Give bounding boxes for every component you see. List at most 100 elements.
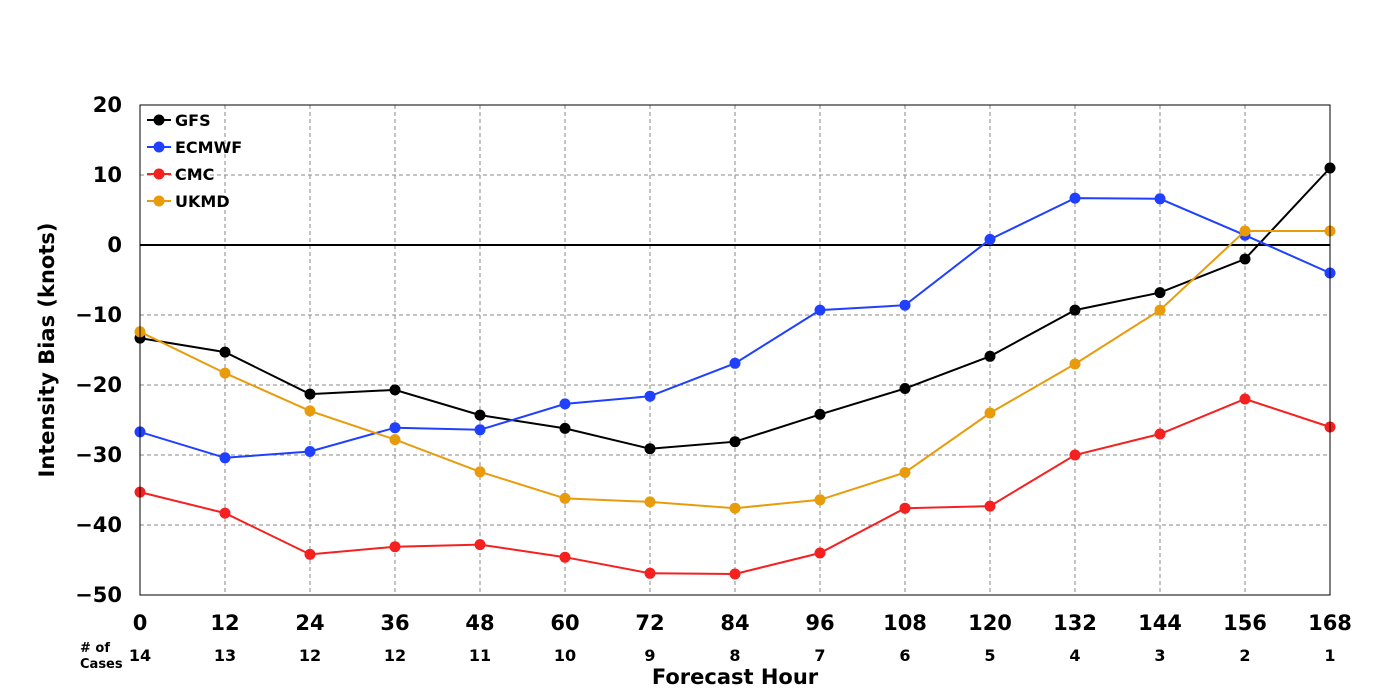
y-tick-label: 20 <box>93 93 122 117</box>
data-point <box>1154 287 1166 299</box>
data-point <box>304 446 316 457</box>
series-ukmd <box>134 225 1336 514</box>
data-point <box>814 304 826 316</box>
x-tick-label: 144 <box>1138 611 1182 635</box>
data-point <box>984 500 996 512</box>
data-point <box>1154 193 1166 205</box>
case-count: 12 <box>299 646 321 665</box>
legend-label: GFS <box>175 111 211 130</box>
cases-label-line1: # of <box>80 641 110 656</box>
case-count: 5 <box>984 646 995 665</box>
data-point <box>304 388 316 400</box>
data-point <box>474 424 486 436</box>
data-point <box>814 494 826 506</box>
case-count: 13 <box>214 646 236 665</box>
data-point <box>559 398 571 410</box>
data-point <box>219 507 231 519</box>
series-layer <box>134 162 1336 580</box>
legend: GFS ECMWF CMC UKMD <box>147 111 242 211</box>
data-point <box>1239 393 1251 405</box>
case-count: 10 <box>554 646 576 665</box>
legend-marker <box>153 141 165 153</box>
case-count: 1 <box>1324 646 1335 665</box>
data-point <box>304 405 316 417</box>
data-point <box>644 390 656 402</box>
data-point <box>1239 225 1251 237</box>
data-point <box>1069 192 1081 204</box>
data-point <box>644 567 656 579</box>
case-count: 4 <box>1069 646 1080 665</box>
x-tick-label: 48 <box>465 611 494 635</box>
x-tick-label: 96 <box>805 611 834 635</box>
data-point <box>1069 358 1081 370</box>
case-count: 6 <box>899 646 910 665</box>
y-tick-label: 10 <box>93 163 122 187</box>
x-tick-label: 168 <box>1308 611 1352 635</box>
data-point <box>559 422 571 434</box>
cases-label-line2: Cases <box>80 657 123 672</box>
y-tick-label: 0 <box>107 233 122 257</box>
data-point <box>474 539 486 551</box>
y-axis-label: Intensity Bias (knots) <box>35 223 59 478</box>
case-count: 14 <box>129 646 151 665</box>
data-point <box>899 299 911 311</box>
data-point <box>729 568 741 580</box>
data-point <box>644 496 656 508</box>
case-count: 2 <box>1239 646 1250 665</box>
data-point <box>389 541 401 553</box>
case-count: 7 <box>814 646 825 665</box>
plot-frame <box>139 104 1331 596</box>
y-tick-label: −20 <box>75 373 122 397</box>
legend-label: ECMWF <box>175 138 242 157</box>
grid-lines <box>140 105 1330 595</box>
data-point <box>304 548 316 560</box>
x-tick-labels: 0 12 24 36 48 60 72 84 96 108 120 132 144 156 168 <box>133 611 1352 635</box>
series-line <box>139 230 1330 510</box>
legend-marker <box>153 195 165 207</box>
x-tick-label: 108 <box>883 611 927 635</box>
x-tick-label: 0 <box>133 611 148 635</box>
data-point <box>984 233 996 245</box>
x-tick-label: 132 <box>1053 611 1097 635</box>
data-point <box>474 409 486 421</box>
case-count: 11 <box>469 646 491 665</box>
series-gfs <box>134 162 1336 455</box>
data-point <box>899 383 911 394</box>
x-tick-label: 120 <box>968 611 1012 635</box>
series-cmc <box>134 393 1336 580</box>
data-point <box>474 466 486 478</box>
data-point <box>814 408 826 420</box>
series-line <box>139 197 1331 459</box>
case-count: 9 <box>644 646 655 665</box>
data-point <box>389 422 401 434</box>
data-point <box>389 384 401 396</box>
x-tick-label: 84 <box>720 611 749 635</box>
data-point <box>729 357 741 369</box>
legend-label: UKMD <box>175 192 230 211</box>
y-tick-label: −30 <box>75 443 122 467</box>
case-count: 12 <box>384 646 406 665</box>
data-point <box>389 434 401 446</box>
x-tick-label: 60 <box>550 611 579 635</box>
y-tick-label: −40 <box>75 513 122 537</box>
data-point <box>219 452 231 464</box>
x-tick-label: 72 <box>635 611 664 635</box>
data-point <box>1069 449 1081 461</box>
data-point <box>899 467 911 478</box>
data-point <box>729 436 741 448</box>
x-tick-label: 24 <box>295 611 324 635</box>
data-point <box>219 367 231 379</box>
data-point <box>1069 304 1081 316</box>
legend-marker <box>153 168 165 180</box>
x-tick-label: 36 <box>380 611 409 635</box>
data-point <box>899 502 911 514</box>
legend-marker <box>153 114 165 126</box>
data-point <box>729 502 741 514</box>
data-point <box>219 346 231 358</box>
data-point <box>984 350 996 362</box>
x-tick-label: 12 <box>210 611 239 635</box>
x-tick-label: 156 <box>1223 611 1267 635</box>
cases-row: 14 13 12 12 11 10 9 8 7 6 5 4 3 2 1 <box>129 646 1336 665</box>
y-tick-label: −50 <box>75 583 122 607</box>
